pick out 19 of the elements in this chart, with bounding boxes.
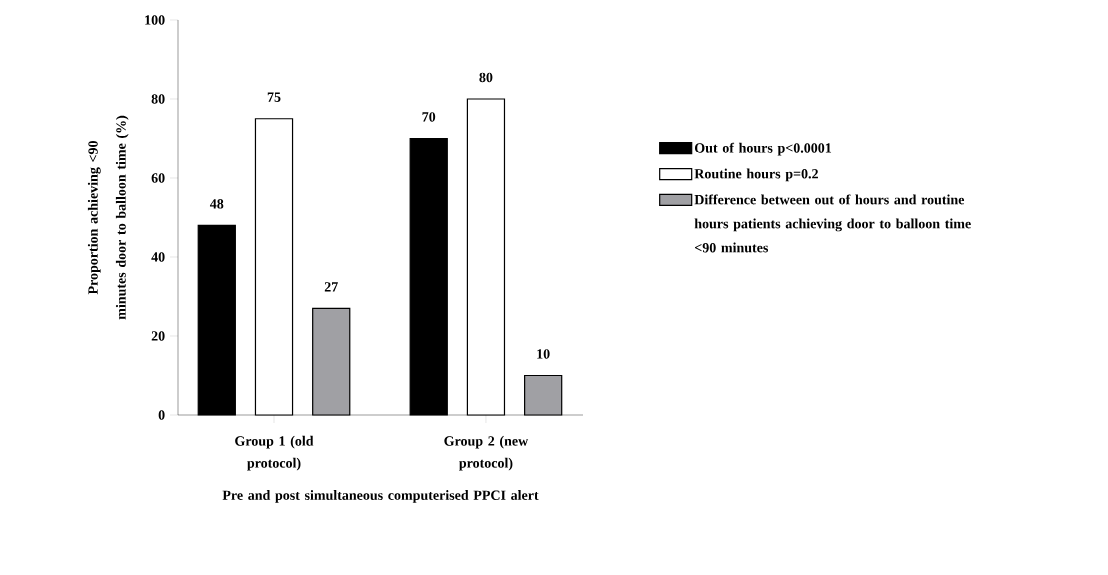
y-tick-label: 20 <box>151 331 165 341</box>
y-axis-title: Proportion achieving <90 minutes door to balloon time (%) <box>87 115 129 320</box>
data-label: 70 <box>422 112 436 122</box>
data-label: 27 <box>324 282 338 292</box>
x-tick-label: Group 1 (old protocol) <box>235 435 314 471</box>
y-tick-label: 40 <box>151 252 165 262</box>
y-tick-label: 100 <box>145 15 165 25</box>
data-label: 75 <box>267 92 281 102</box>
y-tick-label: 60 <box>151 173 165 183</box>
y-tick-label: 80 <box>151 94 165 104</box>
legend-label: Out of hours p<0.0001 <box>694 142 832 156</box>
y-tick-label: 0 <box>158 410 165 420</box>
data-label: 80 <box>479 72 493 83</box>
x-tick-label: Group 2 (new protocol) <box>444 435 529 471</box>
data-label: 48 <box>209 199 224 209</box>
x-axis-title: Pre and post simultaneous computerised PPCI alert <box>222 490 539 503</box>
legend-label: Routine hours p=0.2 <box>694 168 818 182</box>
data-label: 10 <box>537 349 550 359</box>
legend-label: Difference between out of hours and routine hours patients achieving door to balloon time <90 minutes <box>694 194 971 253</box>
